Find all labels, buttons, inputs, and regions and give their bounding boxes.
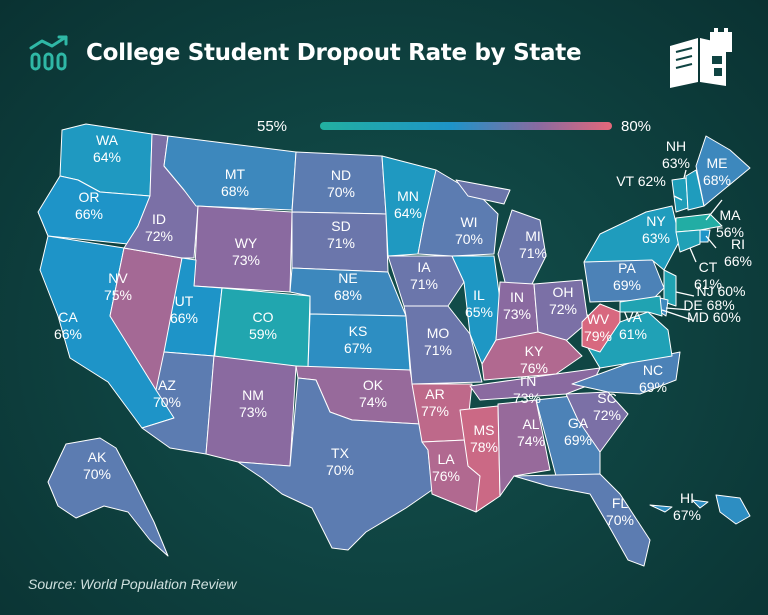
state-label-sd: SD 71%	[327, 218, 355, 251]
state-label-id: ID 72%	[145, 211, 173, 244]
state-oh	[533, 279, 589, 347]
state-sc	[565, 391, 629, 453]
color-scale-bar	[320, 122, 612, 130]
legend-min-label: 55%	[257, 118, 288, 135]
state-label-wa: WA 64%	[93, 132, 121, 165]
state-md	[619, 295, 663, 317]
state-label-ne: NE 68%	[334, 270, 362, 303]
state-ia	[387, 255, 465, 307]
state-label-ok: OK 74%	[359, 377, 387, 410]
state-label-nh: NH 63%	[662, 138, 690, 171]
state-nj	[663, 269, 677, 307]
state-label-hi: HI 67%	[673, 490, 701, 523]
state-label-la: LA 76%	[432, 451, 460, 484]
state-label-de: DE 68%	[683, 297, 734, 313]
state-label-wv: WV 79%	[584, 311, 612, 344]
state-label-tn: TN 73%	[513, 373, 541, 406]
state-label-tx: TX 70%	[326, 445, 354, 478]
state-ky	[481, 331, 583, 381]
state-label-az: AZ 70%	[153, 377, 181, 410]
state-label-il: IL 65%	[465, 287, 493, 320]
state-label-nj: NJ 60%	[696, 283, 745, 299]
label-leader-line	[689, 247, 697, 263]
label-leader-line	[675, 291, 695, 297]
label-leader-line	[673, 195, 683, 201]
state-label-ak: AK 70%	[83, 449, 111, 482]
state-label-ut: UT 66%	[170, 293, 198, 326]
state-label-co: CO 59%	[249, 309, 277, 342]
state-ak	[47, 437, 169, 557]
state-label-nv: NV 75%	[104, 270, 132, 303]
state-label-wi: WI 70%	[455, 214, 483, 247]
state-label-ia: IA 71%	[410, 259, 438, 292]
label-leader-line	[665, 307, 691, 311]
label-leader-line	[705, 199, 723, 221]
state-ri	[699, 229, 711, 243]
state-mo	[403, 305, 483, 385]
state-label-vt: VT 62%	[616, 173, 666, 189]
page-title: College Student Dropout Rate by State	[86, 40, 582, 66]
state-label-nm: NM 73%	[239, 387, 267, 420]
state-label-ca: CA 66%	[54, 309, 82, 342]
state-label-ar: AR 77%	[421, 386, 449, 419]
state-tx	[237, 377, 433, 551]
state-ct	[675, 229, 701, 253]
state-label-wy: WY 73%	[232, 235, 260, 268]
state-vt	[671, 177, 689, 213]
state-label-fl: FL 70%	[606, 495, 634, 528]
state-label-in: IN 73%	[503, 289, 531, 322]
state-label-nc: NC 69%	[639, 362, 667, 395]
state-label-ny: NY 63%	[642, 213, 670, 246]
state-label-mo: MO 71%	[424, 325, 452, 358]
state-wv	[581, 303, 621, 353]
books-logo-icon	[670, 28, 732, 88]
legend-max-label: 80%	[621, 118, 652, 135]
state-al	[497, 399, 551, 497]
state-label-ky: KY 76%	[520, 343, 548, 376]
source-note: Source: World Population Review	[28, 576, 237, 592]
state-label-ga: GA 69%	[564, 415, 592, 448]
state-fl	[513, 473, 651, 567]
state-me	[695, 135, 751, 207]
state-label-va: VA 61%	[619, 309, 647, 342]
state-label-al: AL 74%	[517, 416, 545, 449]
label-leader-line	[661, 309, 693, 321]
state-label-or: OR 66%	[75, 189, 103, 222]
bar-chart-icon	[29, 35, 68, 71]
state-ma	[675, 213, 723, 233]
state-label-nd: ND 70%	[327, 167, 355, 200]
state-label-me: ME 68%	[703, 155, 731, 188]
state-label-mn: MN 64%	[394, 188, 422, 221]
state-label-md: MD 60%	[687, 309, 741, 325]
state-label-ma: MA 56%	[716, 207, 744, 240]
state-label-ri: RI 66%	[724, 236, 752, 269]
state-label-mi: MI 71%	[519, 228, 547, 261]
state-hi	[649, 494, 751, 525]
state-label-oh: OH 72%	[549, 284, 577, 317]
label-leader-line	[683, 169, 687, 179]
state-label-ks: KS 67%	[344, 323, 372, 356]
label-leader-line	[705, 235, 717, 249]
state-nd	[291, 151, 387, 215]
state-label-pa: PA 69%	[613, 260, 641, 293]
state-label-mt: MT 68%	[221, 166, 249, 199]
state-label-ct: CT 61%	[694, 259, 722, 292]
state-ny	[583, 205, 681, 271]
state-label-sc: SC 72%	[593, 390, 621, 423]
state-label-ms: MS 78%	[470, 422, 498, 455]
